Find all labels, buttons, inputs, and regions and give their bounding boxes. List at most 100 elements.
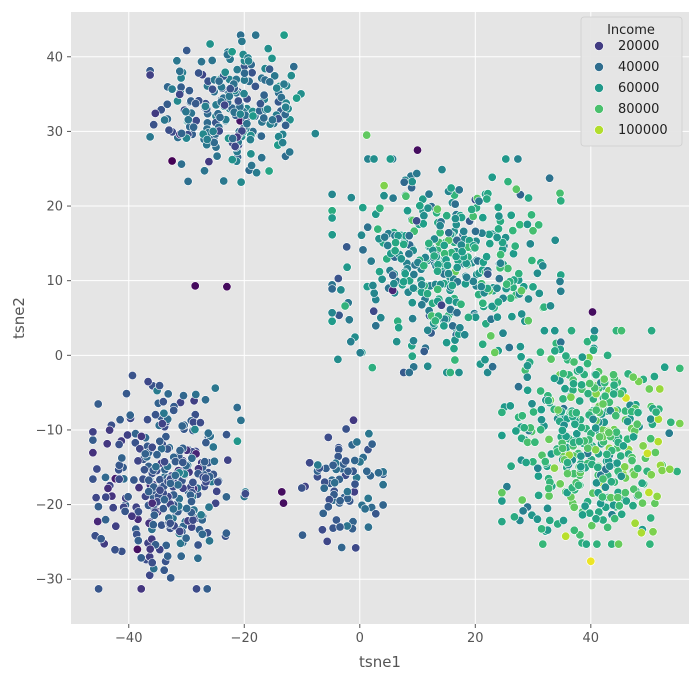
scatter-point bbox=[136, 431, 146, 441]
scatter-point bbox=[497, 407, 507, 417]
legend-label: 40000 bbox=[618, 60, 659, 75]
scatter-point bbox=[159, 495, 169, 505]
scatter-point bbox=[544, 434, 554, 444]
x-axis-title: tsne1 bbox=[359, 653, 401, 671]
scatter-point bbox=[204, 157, 214, 167]
scatter-point bbox=[527, 255, 537, 265]
scatter-point bbox=[492, 283, 502, 293]
scatter-point bbox=[467, 205, 477, 215]
scatter-point bbox=[165, 518, 175, 528]
scatter-point bbox=[503, 263, 513, 273]
scatter-point bbox=[169, 405, 179, 415]
scatter-point bbox=[163, 389, 173, 399]
scatter-point bbox=[521, 457, 531, 467]
scatter-point bbox=[419, 346, 429, 356]
scatter-point bbox=[401, 191, 411, 201]
scatter-point bbox=[507, 312, 517, 322]
scatter-point bbox=[586, 556, 596, 566]
scatter-point bbox=[412, 169, 422, 179]
scatter-point bbox=[478, 339, 488, 349]
scatter-point bbox=[545, 301, 555, 311]
scatter-point bbox=[93, 516, 103, 526]
scatter-point bbox=[575, 396, 585, 406]
scatter-point bbox=[374, 267, 384, 277]
scatter-point bbox=[566, 326, 576, 336]
scatter-point bbox=[368, 280, 378, 290]
scatter-point bbox=[599, 374, 609, 384]
scatter-point bbox=[236, 415, 246, 425]
scatter-point bbox=[369, 288, 379, 298]
scatter-point bbox=[549, 463, 559, 473]
scatter-point bbox=[655, 384, 665, 394]
scatter-point bbox=[159, 408, 169, 418]
scatter-point bbox=[447, 280, 457, 290]
scatter-point bbox=[399, 239, 409, 249]
scatter-point bbox=[221, 528, 231, 538]
scatter-point bbox=[611, 411, 621, 421]
scatter-point bbox=[632, 419, 642, 429]
scatter-point bbox=[175, 89, 185, 99]
scatter-point bbox=[391, 238, 401, 248]
scatter-point bbox=[575, 365, 585, 375]
scatter-point bbox=[492, 312, 502, 322]
scatter-point bbox=[569, 525, 579, 535]
legend: Income 20000 40000 60000 80000 100000 bbox=[580, 16, 683, 147]
y-tick-label: −30 bbox=[36, 573, 63, 588]
scatter-point bbox=[358, 203, 368, 213]
scatter-point bbox=[408, 283, 418, 293]
legend-label: 80000 bbox=[618, 102, 659, 117]
scatter-point bbox=[675, 363, 685, 373]
scatter-point bbox=[430, 316, 440, 326]
scatter-point bbox=[161, 432, 171, 442]
scatter-point bbox=[257, 153, 267, 163]
scatter-point bbox=[558, 394, 568, 404]
scatter-point bbox=[463, 312, 473, 322]
scatter-point bbox=[327, 189, 337, 199]
scatter-point bbox=[175, 66, 185, 76]
x-tick-label: 40 bbox=[583, 631, 600, 646]
scatter-point bbox=[437, 165, 447, 175]
scatter-point bbox=[173, 480, 183, 490]
scatter-point bbox=[633, 490, 643, 500]
scatter-point bbox=[443, 269, 453, 279]
scatter-point bbox=[93, 502, 103, 512]
scatter-point bbox=[168, 504, 178, 514]
x-axis-ticks: −40 −20 0 20 40 bbox=[115, 624, 599, 646]
scatter-point bbox=[646, 470, 656, 480]
scatter-point bbox=[424, 189, 434, 199]
scatter-point bbox=[263, 44, 273, 54]
scatter-point bbox=[129, 475, 139, 485]
scatter-point bbox=[195, 418, 205, 428]
scatter-point bbox=[147, 558, 157, 568]
scatter-point bbox=[379, 191, 389, 201]
scatter-point bbox=[222, 282, 232, 292]
scatter-point bbox=[247, 161, 257, 171]
scatter-point bbox=[530, 437, 540, 447]
scatter-point bbox=[322, 536, 332, 546]
scatter-point bbox=[158, 397, 168, 407]
scatter-point bbox=[558, 443, 568, 453]
scatter-point bbox=[230, 141, 240, 151]
scatter-point bbox=[201, 438, 211, 448]
scatter-point bbox=[627, 456, 637, 466]
scatter-point bbox=[207, 55, 217, 65]
scatter-point bbox=[172, 56, 182, 66]
scatter-point bbox=[193, 540, 203, 550]
scatter-point bbox=[176, 82, 186, 92]
scatter-point bbox=[534, 220, 544, 230]
scatter-point bbox=[150, 108, 160, 118]
scatter-point bbox=[313, 460, 323, 470]
scatter-point bbox=[272, 83, 282, 93]
scatter-point bbox=[423, 203, 433, 213]
scatter-point bbox=[175, 526, 185, 536]
scatter-point bbox=[429, 251, 439, 261]
legend-box bbox=[580, 16, 683, 147]
scatter-point bbox=[558, 515, 568, 525]
scatter-point bbox=[305, 458, 315, 468]
scatter-point bbox=[562, 458, 572, 468]
scatter-point bbox=[392, 337, 402, 347]
scatter-point bbox=[88, 448, 98, 458]
scatter-point bbox=[557, 425, 567, 435]
scatter-point bbox=[136, 553, 146, 563]
scatter-point bbox=[592, 539, 602, 549]
